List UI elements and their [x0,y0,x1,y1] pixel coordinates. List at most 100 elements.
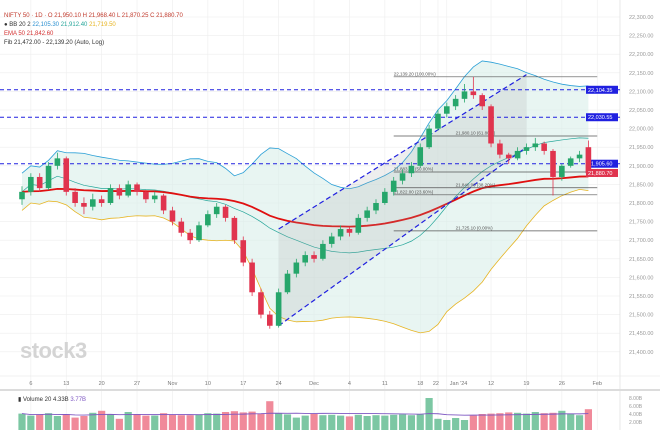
y-tick-label: 21,750.00 [629,220,653,226]
y-tick-label: 22,200.00 [629,52,653,58]
candle-up [364,210,370,218]
candle-up [576,154,583,159]
fib-legend: Fib 21,472.00 - 22,139.20 (Auto, Log) [4,40,105,46]
volume-bar [354,414,362,430]
candle-up [435,113,441,129]
volume-value: 4.33B [53,397,69,403]
ema-line [21,175,589,228]
volume-bar [115,418,123,430]
x-tick-label: 13 [63,381,69,387]
candle-down [541,143,547,151]
candle-up [293,262,300,274]
volume-bar [363,416,371,430]
bb-label: BB 20 2 [9,22,31,28]
volume-bar [195,414,203,430]
volume-bar [160,413,168,430]
volume-bar [540,413,548,430]
x-tick-label: 11 [382,381,388,387]
bollinger-upper-line [21,60,589,190]
candle-up [328,236,335,244]
volume-bar [531,412,539,430]
volume-bar [549,412,557,430]
volume-bar [53,416,61,430]
candle-up [320,243,326,259]
volume-bar [478,414,486,430]
watermark-logo: stock3 [20,338,87,363]
candle-down [36,176,43,189]
volume-bar [407,415,415,430]
candle-down [81,203,87,207]
last-price-badge [586,168,618,177]
volume-bar [469,415,477,430]
volume-tick-label: 8.00B [629,396,643,402]
candle-up [355,217,362,233]
candle-up [151,195,158,200]
price-level-badge [586,85,618,94]
volume-bar [133,414,141,430]
fib-level-label: 21,725.10 (0.00%) [456,225,494,230]
volume-bar [434,418,442,430]
candle-up [426,128,432,148]
volume-bar [204,413,212,430]
candle-up [302,255,308,263]
volume-ma-line [21,412,589,416]
bb-lower-value: 21,719.50 [89,22,116,28]
candle-up [382,191,388,203]
candle-down [497,143,503,155]
candle-up [90,199,96,207]
candle-up [514,150,521,159]
candle-up [125,184,131,196]
candle-up [408,165,415,174]
volume-bar [266,401,274,430]
candle-down [222,206,229,218]
x-tick-label: 10 [205,381,211,387]
volume-tick-label: 4.00B [629,412,643,418]
volume-bar [425,398,433,430]
price-level-label: 22,030.55 [588,115,612,121]
volume-bar [124,412,132,430]
volume-tick-label: 6.00B [629,404,643,410]
volume-bar [275,413,283,430]
x-tick-label: Jan '24 [450,381,468,387]
fib-level-label: 22,139.20 (100.00%) [394,71,437,76]
x-tick-label: 26 [559,381,565,387]
volume-bar [514,412,522,430]
volume-bar [319,415,327,430]
volume-bar [292,417,300,430]
candle-up [19,191,25,200]
chart-legend: NIFTY 50 · 1D · O 21,950.10 H 21,968.40 … [4,12,183,48]
volume-bar [257,414,265,430]
x-tick-label: 6 [29,381,32,387]
bollinger-middle-line [21,137,589,254]
volume-bar [522,413,531,430]
candle-up [461,91,468,99]
volume-bar [89,412,97,430]
volume-bar [44,413,53,430]
ema-legend: EMA 50 21,842.60 [4,31,54,37]
candle-up [107,188,114,203]
volume-bar [36,414,44,430]
volume-bar [487,413,495,430]
volume-bar [460,420,469,430]
y-tick-label: 21,450.00 [629,331,653,337]
y-tick-label: 22,250.00 [629,34,653,40]
volume-bar [151,415,159,430]
y-tick-label: 21,650.00 [629,257,653,263]
channel-fill [278,74,527,326]
x-tick-label: 17 [240,381,246,387]
y-tick-label: 21,500.00 [629,313,653,319]
candle-up [390,180,397,192]
volume-label: Volume 20 [22,397,52,403]
candle-up [28,176,34,192]
fib-level-label: 21,980.10 (61.80%) [456,131,496,136]
symbol-ohlc-line: NIFTY 50 · 1D · O 21,950.10 H 21,968.40 … [4,13,183,19]
volume-bar [239,412,247,430]
volume-bar [221,412,230,430]
x-tick-label: 12 [488,381,494,387]
candle-down [116,188,123,196]
x-tick-label: 27 [134,381,140,387]
y-tick-label: 21,600.00 [629,275,653,281]
bollinger-band-fill [22,60,589,333]
volume-bar [27,415,35,430]
